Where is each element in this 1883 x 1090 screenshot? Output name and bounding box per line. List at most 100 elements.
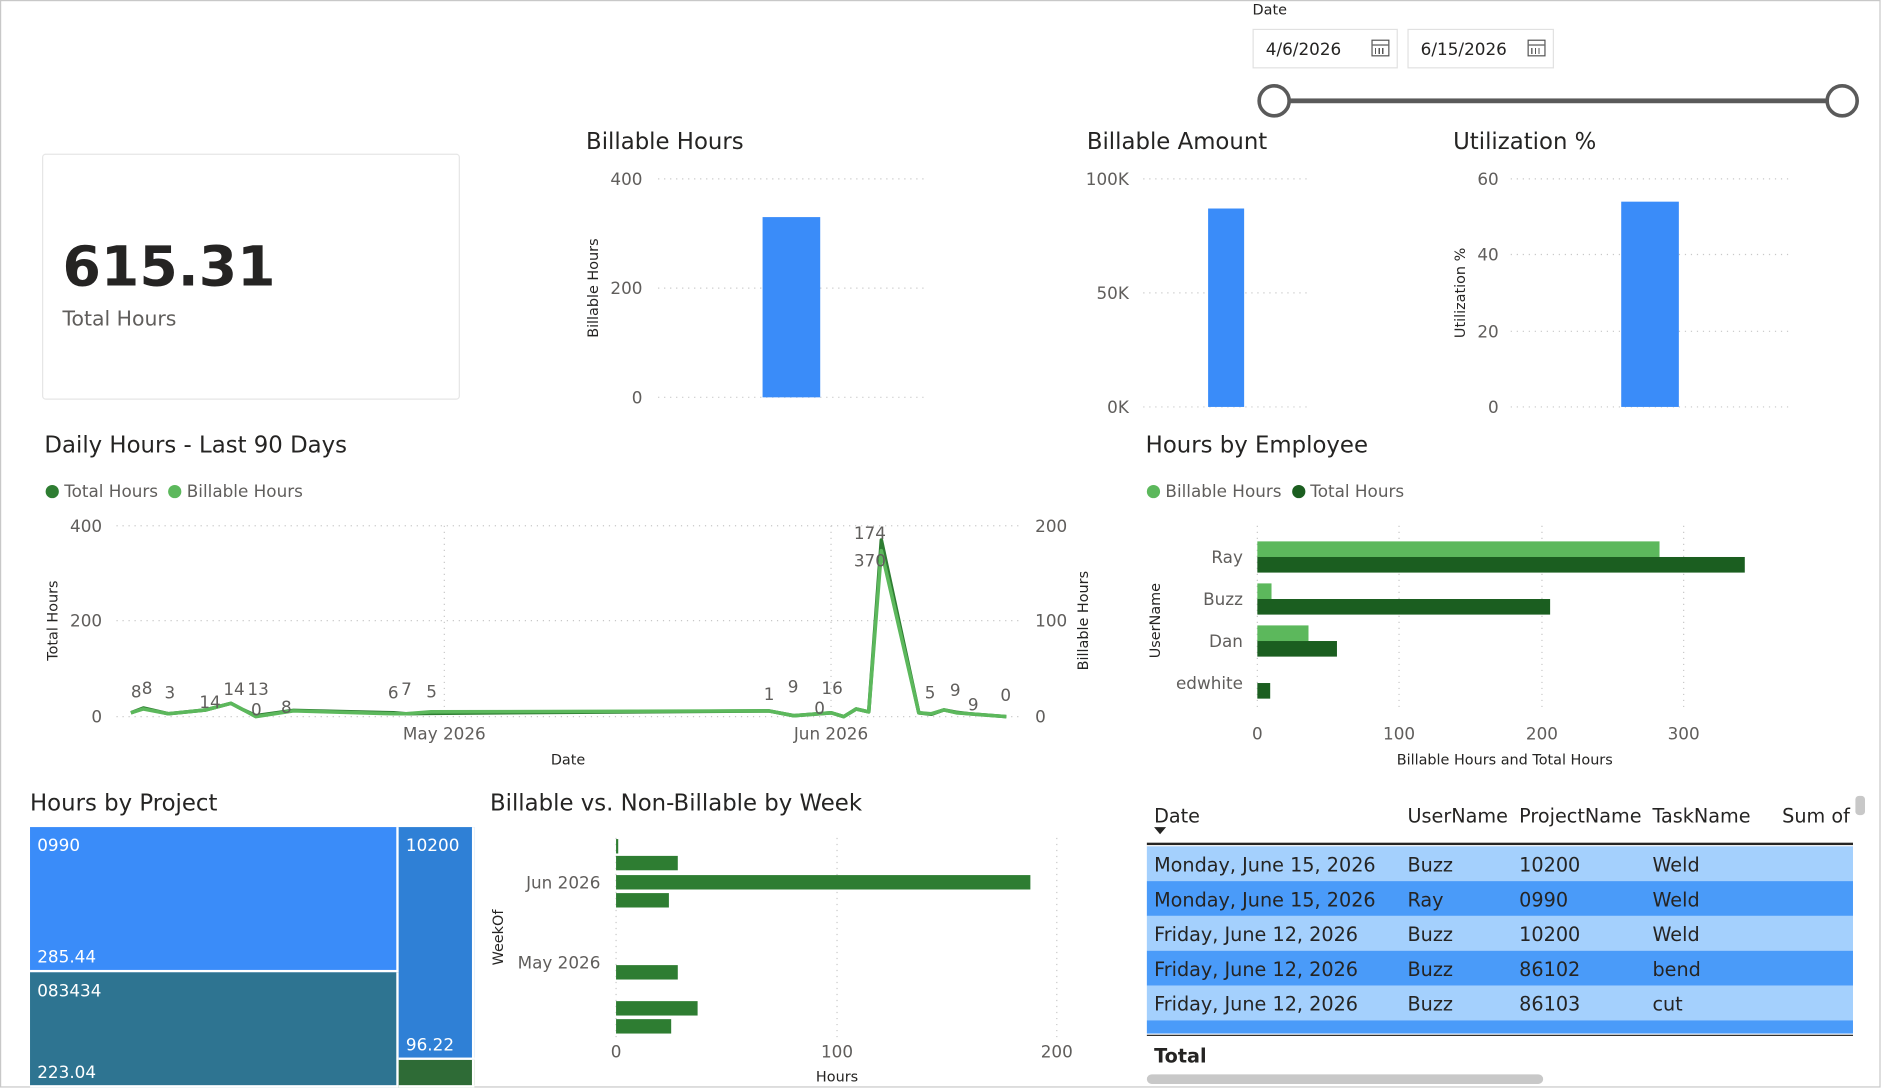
data-label: 9 [950,680,961,700]
daily-hours-title: Daily Hours - Last 90 Days [44,432,348,459]
table-row[interactable]: Friday, June 12, 2026 Buzz 10200 Weld [1146,915,1853,951]
table-row[interactable]: Friday, June 12, 2026 Buzz 86103 cut [1146,985,1853,1021]
sort-desc-icon[interactable] [1154,827,1167,835]
billable-amount-chart[interactable]: 100K 50K 0K [1086,169,1307,417]
treemap-tile-0990[interactable]: 0990 285.44 [30,827,399,973]
column-header-username[interactable]: UserName [1407,804,1508,828]
employee-bar-total[interactable] [1257,556,1745,573]
cell-date: Friday, June 12, 2026 [1154,923,1359,946]
utilization-chart[interactable]: 60 40 20 0 Utilization % [1453,169,1790,417]
x-axis-label: Date [551,753,586,769]
column-header-taskname[interactable]: TaskName [1652,804,1751,828]
y-tick-label: 0 [632,387,643,407]
employee-category-label: Ray [1211,547,1243,567]
x-tick-label: 0 [1252,723,1263,743]
horizontal-scrollbar[interactable] [1146,1074,1544,1084]
cell-date: Monday, June 15, 2026 [1154,888,1376,912]
weekly-chart-title: Billable vs. Non-Billable by Week [489,789,863,817]
column-header-date[interactable]: Date [1154,804,1200,828]
treemap-tile-083434[interactable]: 083434 223.04 [30,972,399,1088]
data-label: 0 [814,698,825,718]
week-bar[interactable] [616,875,1031,890]
data-label: 5 [925,683,936,703]
y-axis-label: WeekOf [491,909,507,966]
cell-task: Weld [1652,853,1700,877]
billable-hours-bar[interactable] [762,217,821,398]
table-row[interactable]: Monday, June 15, 2026 Buzz 10200 Weld [1146,846,1853,882]
tile-name: 10200 [405,836,460,856]
calendar-icon[interactable] [1371,39,1390,57]
x-axis-label: Billable Hours and Total Hours [1397,753,1613,769]
data-label: 370 [854,551,886,571]
y-tick-label: 20 [1477,321,1498,341]
week-bar[interactable] [616,855,678,871]
billable-hours-chart[interactable]: 400 200 0 Billable Hours [586,169,928,407]
start-date-value: 4/6/2026 [1265,40,1342,61]
x-tick-label: 100 [821,1042,853,1062]
treemap-tile-10200[interactable]: 10200 96.22 [398,827,475,1060]
table-row-partial[interactable] [1146,1020,1853,1034]
tile-value: 96.22 [405,1035,455,1056]
y-tick-label: 200 [610,278,642,298]
y-tick-label: 400 [70,516,102,536]
column-header-projectname[interactable]: ProjectName [1519,804,1642,828]
start-range-handle[interactable] [1257,84,1291,118]
data-label: 9 [788,677,799,697]
cell-username: Buzz [1407,957,1453,981]
y-tick-label: May 2026 [518,953,601,973]
billable-amount-title: Billable Amount [1086,128,1268,155]
hours-by-employee-title: Hours by Employee [1145,432,1369,459]
data-label: 0 [1000,685,1011,705]
date-range-track[interactable] [1275,98,1845,104]
billable-hours-line[interactable] [130,548,1007,719]
end-date-input[interactable]: 6/15/2026 [1407,28,1554,69]
x-axis-label: Hours [816,1070,858,1086]
header-divider [1146,842,1853,846]
cell-project: 86103 [1519,992,1581,1016]
start-date-input[interactable]: 4/6/2026 [1252,28,1398,69]
legend-dot-total [45,484,59,499]
column-header-sum[interactable]: Sum of [1782,804,1850,828]
employee-bar-billable[interactable] [1257,583,1272,599]
employee-legend[interactable]: Billable Hours Total Hours [1146,483,1404,502]
billable-amount-bar[interactable] [1208,208,1245,407]
calendar-icon[interactable] [1527,39,1546,57]
employee-bar-billable[interactable] [1257,541,1660,557]
week-bar[interactable] [616,1001,698,1016]
week-bar[interactable] [616,965,678,980]
y2-axis-label: Billable Hours [1076,571,1092,670]
daily-series-group [130,538,1007,719]
week-bar[interactable] [616,1019,672,1034]
tile-value: 223.04 [37,1063,97,1083]
hours-by-employee-chart[interactable]: 0 100 200 300 Billable Hours and Total H… [1148,525,1745,769]
y-tick-label: Jun 2026 [525,872,600,892]
employee-category-label: Buzz [1203,589,1243,609]
employee-bar-total[interactable] [1257,683,1271,699]
y-tick-label: 50K [1096,283,1129,303]
total-hours-card[interactable] [42,153,460,400]
week-bar[interactable] [616,893,669,908]
week-bar[interactable] [616,839,619,854]
vertical-scrollbar[interactable] [1855,795,1865,816]
employee-bar-total[interactable] [1257,641,1337,657]
tile-name: 083434 [37,981,102,1002]
daily-hours-chart[interactable]: 400 200 0 200 100 0 May 2026 Jun 2026 Da… [46,516,1092,769]
treemap-tile-small[interactable] [398,1059,475,1088]
y-tick-label: 100K [1086,169,1130,189]
table-row[interactable]: Monday, June 15, 2026 Ray 0990 Weld [1146,881,1853,916]
total-row-label: Total [1154,1044,1207,1068]
utilization-bar[interactable] [1621,201,1679,407]
end-range-handle[interactable] [1825,84,1859,118]
employee-bar-billable[interactable] [1257,625,1309,642]
x-tick-label: 0 [611,1042,622,1062]
legend-dot-billable [1146,484,1161,499]
data-label: 8 [131,681,142,701]
cell-date: Friday, June 12, 2026 [1154,957,1359,981]
daily-legend[interactable]: Total Hours Billable Hours [45,483,303,502]
weekly-billable-chart[interactable]: 0 100 200 Hours Jun 2026 May 2026 WeekOf [491,837,1073,1086]
table-row[interactable]: Friday, June 12, 2026 Buzz 86102 bend [1146,950,1853,986]
cell-username: Buzz [1407,923,1453,946]
employee-bar-total[interactable] [1257,598,1551,615]
cell-username: Ray [1407,888,1444,912]
